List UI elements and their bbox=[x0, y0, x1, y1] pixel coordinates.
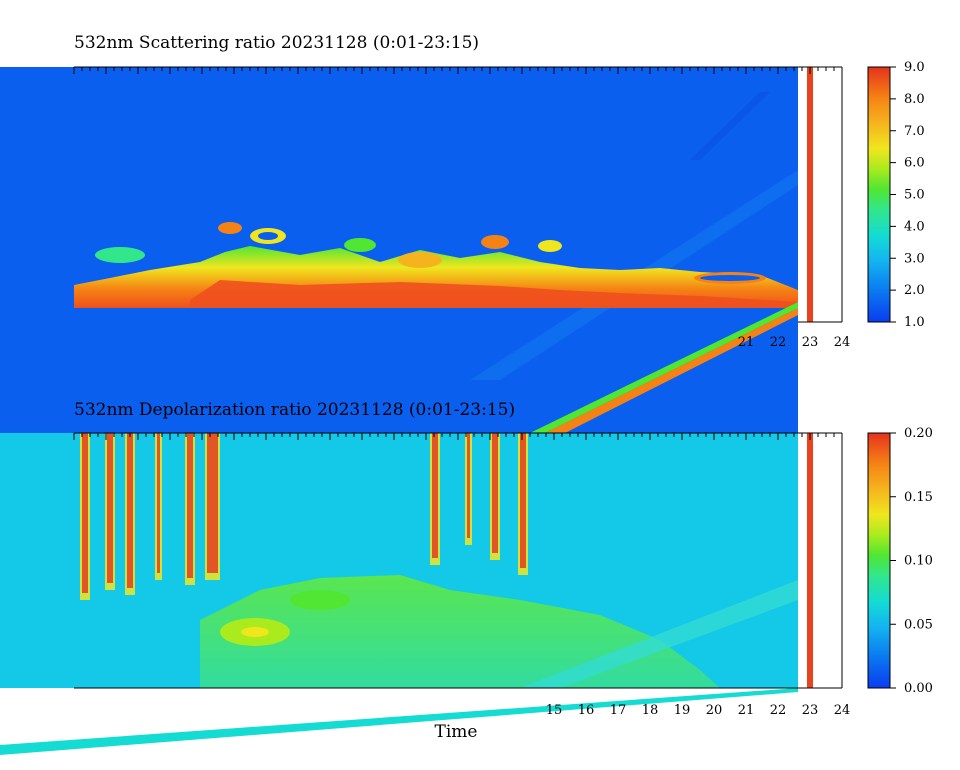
x-tick-label: 23 bbox=[802, 703, 819, 718]
top-colorbar: 9.0 8.0 7.0 6.0 5.0 4.0 3.0 2.0 1.0 bbox=[867, 60, 925, 330]
top-cloud-blob bbox=[95, 247, 145, 263]
x-tick-label: 20 bbox=[706, 703, 723, 718]
x-tick-label: 19 bbox=[674, 703, 691, 718]
x-tick-label: 18 bbox=[642, 703, 659, 718]
bottom-colorbar: 0.20 0.15 0.10 0.05 0.00 bbox=[867, 426, 933, 696]
colorbar-tick-label: 8.0 bbox=[904, 92, 925, 107]
x-tick-label: 22 bbox=[770, 335, 787, 350]
colorbar-tick-label: 0.20 bbox=[904, 426, 933, 441]
bottom-diagonal-artifact bbox=[0, 688, 798, 755]
x-axis-title: Time bbox=[435, 722, 478, 742]
top-streak bbox=[690, 92, 770, 160]
bottom-axis-ticks bbox=[73, 433, 843, 440]
colorbar-tick-label: 0.15 bbox=[904, 490, 933, 505]
colorbar-tick-label: 9.0 bbox=[904, 60, 925, 75]
colorbar-tick-label: 0.00 bbox=[904, 681, 933, 696]
colorbar-tick-label: 7.0 bbox=[904, 124, 925, 139]
top-time-marker bbox=[807, 67, 813, 322]
top-colorbar-gradient bbox=[867, 66, 891, 323]
top-cloud-blob bbox=[344, 238, 376, 252]
depol-streak-core bbox=[467, 433, 470, 538]
bottom-aerosol-hotspot bbox=[241, 627, 269, 637]
depol-streak-core bbox=[157, 433, 160, 573]
bottom-time-marker bbox=[807, 433, 813, 688]
colorbar-tick-label: 4.0 bbox=[904, 219, 925, 234]
depol-streak-core bbox=[127, 433, 133, 588]
bottom-x-labels: 15 16 17 18 19 20 21 22 23 24 bbox=[546, 703, 851, 718]
top-cloud-blob bbox=[398, 252, 442, 268]
top-colorbar-ticks: 9.0 8.0 7.0 6.0 5.0 4.0 3.0 2.0 1.0 bbox=[890, 60, 925, 330]
depol-streak-core bbox=[520, 433, 526, 568]
bottom-aerosol-hotspot bbox=[290, 590, 350, 610]
x-tick-label: 15 bbox=[546, 703, 563, 718]
colorbar-tick-label: 1.0 bbox=[904, 315, 925, 330]
depol-streak-core bbox=[82, 433, 88, 593]
colorbar-tick-label: 6.0 bbox=[904, 156, 925, 171]
x-tick-label: 24 bbox=[834, 335, 851, 350]
top-cloud-core bbox=[190, 280, 798, 308]
bottom-colorbar-gradient bbox=[867, 432, 891, 689]
bottom-title: 532nm Depolarization ratio 20231128 (0:0… bbox=[74, 400, 515, 420]
x-tick-label: 24 bbox=[834, 703, 851, 718]
top-cloud-blob bbox=[538, 240, 562, 252]
bottom-diagonal-artifact bbox=[520, 580, 798, 688]
bottom-colorbar-ticks: 0.20 0.15 0.10 0.05 0.00 bbox=[890, 426, 933, 696]
depol-streak-core bbox=[492, 433, 498, 553]
top-cloud-blob bbox=[700, 275, 760, 281]
top-cloud-blob bbox=[481, 235, 509, 249]
x-tick-label: 21 bbox=[738, 703, 755, 718]
top-cloud-blob bbox=[218, 222, 242, 234]
depol-streak-core bbox=[187, 433, 193, 578]
colorbar-tick-label: 0.10 bbox=[904, 554, 933, 569]
x-tick-label: 21 bbox=[738, 335, 755, 350]
bottom-plot: 15 16 17 18 19 20 21 22 23 24 bbox=[0, 432, 851, 755]
bottom-depol-streaks bbox=[80, 433, 528, 600]
x-tick-label: 17 bbox=[610, 703, 627, 718]
top-cloud-blob bbox=[258, 232, 278, 240]
colorbar-tick-label: 2.0 bbox=[904, 283, 925, 298]
colorbar-tick-label: 5.0 bbox=[904, 188, 925, 203]
x-tick-label: 22 bbox=[770, 703, 787, 718]
x-tick-label: 16 bbox=[578, 703, 595, 718]
depol-streak-core bbox=[107, 433, 113, 583]
top-axis-ticks bbox=[73, 67, 843, 74]
x-tick-label: 23 bbox=[802, 335, 819, 350]
colorbar-tick-label: 0.05 bbox=[904, 617, 933, 632]
top-diagonal-artifact bbox=[530, 302, 798, 433]
colorbar-tick-label: 3.0 bbox=[904, 251, 925, 266]
top-plot: 21 22 23 24 bbox=[0, 66, 851, 433]
depol-streak-core bbox=[207, 433, 218, 573]
top-title: 532nm Scattering ratio 20231128 (0:01-23… bbox=[74, 33, 479, 53]
depol-streak-core bbox=[432, 433, 438, 558]
top-x-labels: 21 22 23 24 bbox=[738, 335, 851, 350]
